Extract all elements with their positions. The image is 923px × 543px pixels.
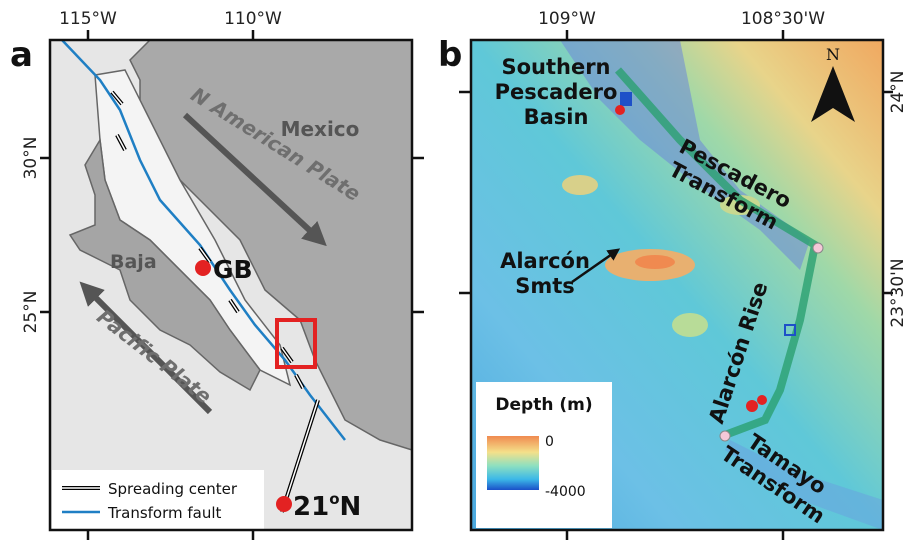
y-tick-label: 30°N [21,137,41,180]
y-tick-label: 24°N [888,71,908,114]
figure: Mexico N American Plate Baja Pacific Pla… [0,0,923,543]
legend-label: Transform fault [107,504,222,522]
colorbar-tick-label: 0 [545,434,554,450]
y-tick-label: 25°N [21,291,41,334]
feature-line: Basin [524,105,589,129]
vent-site [615,105,625,115]
site-degree: o [329,490,339,508]
feature-line: Southern [501,55,610,79]
x-tick-label: 108°30'W [741,9,825,29]
x-tick-label: 109°W [538,9,596,29]
y-tick-label: 23°30'N [888,258,908,327]
vent-site [620,92,632,106]
region-label: Mexico [281,117,360,141]
panel-label: b [438,35,462,75]
site-marker [276,496,292,512]
panel-a: Mexico N American Plate Baja Pacific Pla… [10,9,424,540]
site-label: GB [213,255,253,284]
region-label: Baja [110,251,157,273]
north-label: N [826,45,840,64]
x-tick-label: 110°W [224,9,282,29]
site-number: 21 [293,492,329,522]
site-marker [195,260,211,276]
panel-label: a [10,35,33,75]
x-tick-label: 115°W [59,9,117,29]
legend-label: Spreading center [108,480,238,498]
site-label: 21oN [293,490,361,522]
feature-line: Smts [515,274,575,298]
site-hemisphere: N [340,492,362,522]
colorbar [487,436,539,490]
colorbar-title: Depth (m) [495,395,592,415]
feature-line: Pescadero [495,80,618,104]
feature-line: Alarcón [500,249,590,273]
colorbar-tick-label: -4000 [545,484,586,500]
